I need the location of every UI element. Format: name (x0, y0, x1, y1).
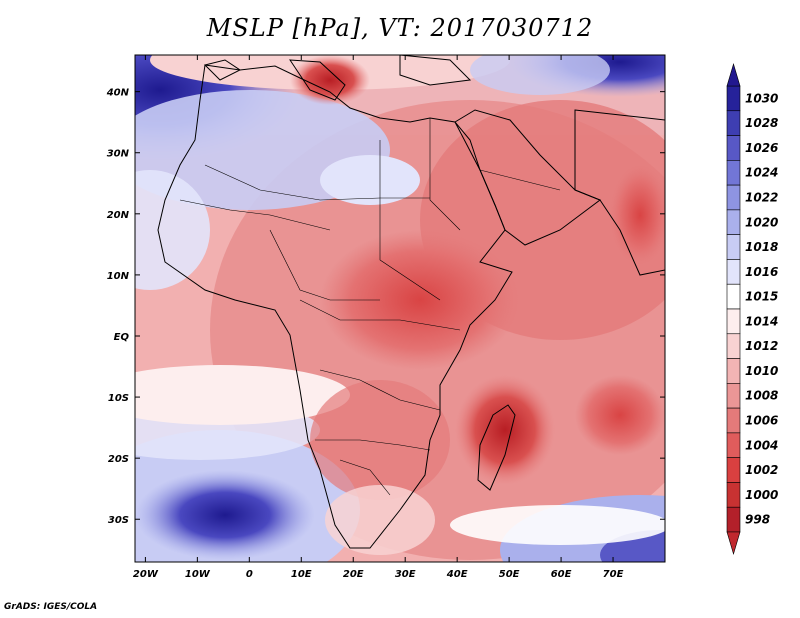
country-borders (179, 118, 561, 496)
lon-label: 40E (446, 569, 468, 580)
colorbar-swatch (726, 383, 741, 409)
colorbar-swatch (726, 209, 741, 235)
colorbar-swatch (726, 259, 741, 285)
colorbar-swatch (726, 85, 741, 112)
colorbar: 1030 1028 1026 1024 1022 1020 1018 1016 1015 1014… (726, 62, 778, 556)
colorbar-label: 1022 (745, 191, 778, 205)
colorbar-label: 1020 (745, 215, 778, 229)
colorbar-swatch (726, 457, 741, 483)
colorbar-swatch (726, 407, 741, 434)
lat-label: 40N (106, 88, 130, 99)
colorbar-label: 1028 (745, 116, 778, 130)
latitude-axis: 40N 30N 20N 10N EQ 10S 20S 30S (106, 88, 665, 526)
colorbar-label: 1006 (745, 414, 778, 428)
lon-label: 70E (603, 569, 624, 580)
colorbar-swatch (726, 234, 741, 260)
grads-credit: GrADS: IGES/COLA (4, 602, 98, 612)
colorbar-label: 1024 (745, 166, 778, 180)
coastline-overlay (157, 55, 665, 549)
colorbar-label: 1008 (745, 389, 778, 403)
colorbar-label: 1026 (745, 141, 778, 155)
lat-label: 20S (108, 454, 129, 465)
colorbar-swatch (726, 333, 741, 359)
colorbar-swatch (726, 110, 741, 136)
colorbar-label: 1010 (745, 364, 778, 378)
colorbar-label: 1018 (745, 240, 778, 254)
lon-label: 30E (395, 569, 416, 580)
pressure-field (135, 55, 665, 562)
colorbar-label: 1015 (745, 290, 778, 304)
colorbar-label: 1012 (745, 339, 778, 353)
colorbar-max-arrow (726, 62, 741, 87)
lon-label: 10W (185, 569, 211, 580)
colorbar-min-arrow (726, 531, 741, 556)
colorbar-label: 1004 (745, 438, 778, 452)
colorbar-swatch (726, 283, 741, 310)
lon-label: 10E (291, 569, 312, 580)
lon-label: 20W (133, 569, 159, 580)
lon-label: 20E (343, 569, 364, 580)
colorbar-label: 1016 (745, 265, 778, 279)
colorbar-swatch (726, 184, 741, 211)
lat-label: EQ (114, 332, 130, 343)
lon-label: 50E (499, 569, 520, 580)
lat-label: 30S (108, 515, 129, 526)
lon-label: 0 (246, 569, 253, 580)
longitude-axis: 20W 10W 0 10E 20E 30E 40E 50E 60E 70E (133, 55, 624, 580)
colorbar-label: 1030 (745, 91, 778, 105)
colorbar-swatch (726, 482, 741, 508)
colorbar-swatch (726, 432, 741, 458)
colorbar-swatch (726, 358, 741, 384)
map-frame (134, 54, 666, 563)
colorbar-swatch (726, 135, 741, 161)
colorbar-label: 1002 (745, 463, 778, 477)
lon-label: 60E (551, 569, 572, 580)
colorbar-swatch (726, 506, 741, 533)
map-title: MSLP [hPa], VT: 2017030712 (206, 14, 594, 42)
lat-label: 10S (108, 393, 129, 404)
colorbar-label: 1000 (745, 488, 778, 502)
lat-label: 10N (107, 271, 130, 282)
colorbar-label: 998 (745, 513, 770, 527)
colorbar-swatch (726, 160, 741, 186)
lat-label: 30N (107, 149, 130, 160)
lat-label: 20N (107, 210, 130, 221)
colorbar-swatch (726, 308, 741, 335)
colorbar-label: 1014 (745, 314, 778, 328)
